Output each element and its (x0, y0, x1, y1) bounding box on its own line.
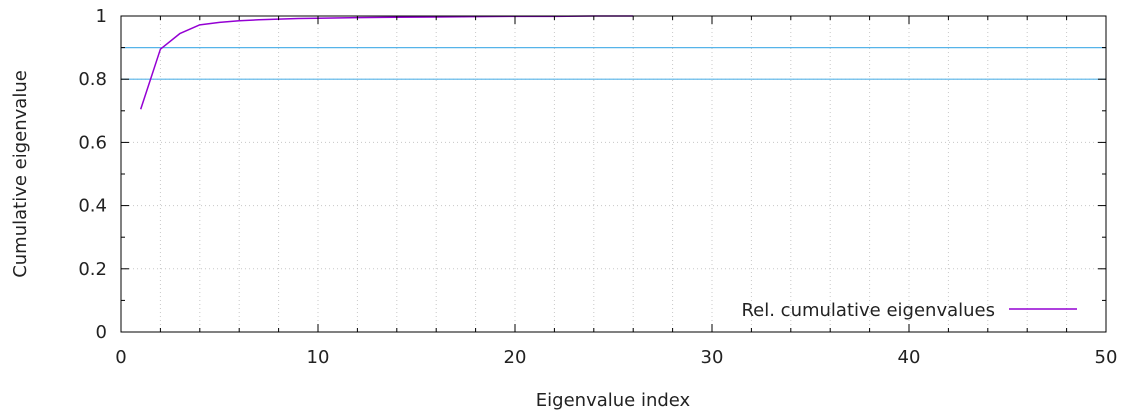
y-tick-label: 1 (96, 6, 107, 27)
plot-frame (121, 16, 1106, 332)
x-tick-label: 50 (1095, 347, 1118, 368)
axis-ticks (121, 16, 1106, 332)
legend: Rel. cumulative eigenvalues (741, 300, 1077, 321)
x-tick-label: 0 (115, 347, 126, 368)
y-tick-label: 0 (96, 322, 107, 343)
x-axis-title: Eigenvalue index (536, 390, 691, 411)
y-axis-title: Cumulative eigenvalue (10, 70, 31, 278)
y-tick-label: 0.6 (78, 132, 107, 153)
x-tick-label: 30 (701, 347, 724, 368)
y-tick-label: 0.2 (78, 259, 107, 280)
x-tick-label: 40 (898, 347, 921, 368)
reference-lines (121, 48, 1106, 80)
legend-label: Rel. cumulative eigenvalues (741, 300, 995, 321)
grid-lines (121, 16, 1106, 332)
y-tick-label: 0.4 (78, 196, 107, 217)
series-line (141, 16, 634, 109)
x-tick-label: 10 (307, 347, 330, 368)
plot-border (121, 16, 1106, 332)
y-tick-label: 0.8 (78, 69, 107, 90)
data-series (141, 16, 634, 109)
x-tick-label: 20 (504, 347, 527, 368)
